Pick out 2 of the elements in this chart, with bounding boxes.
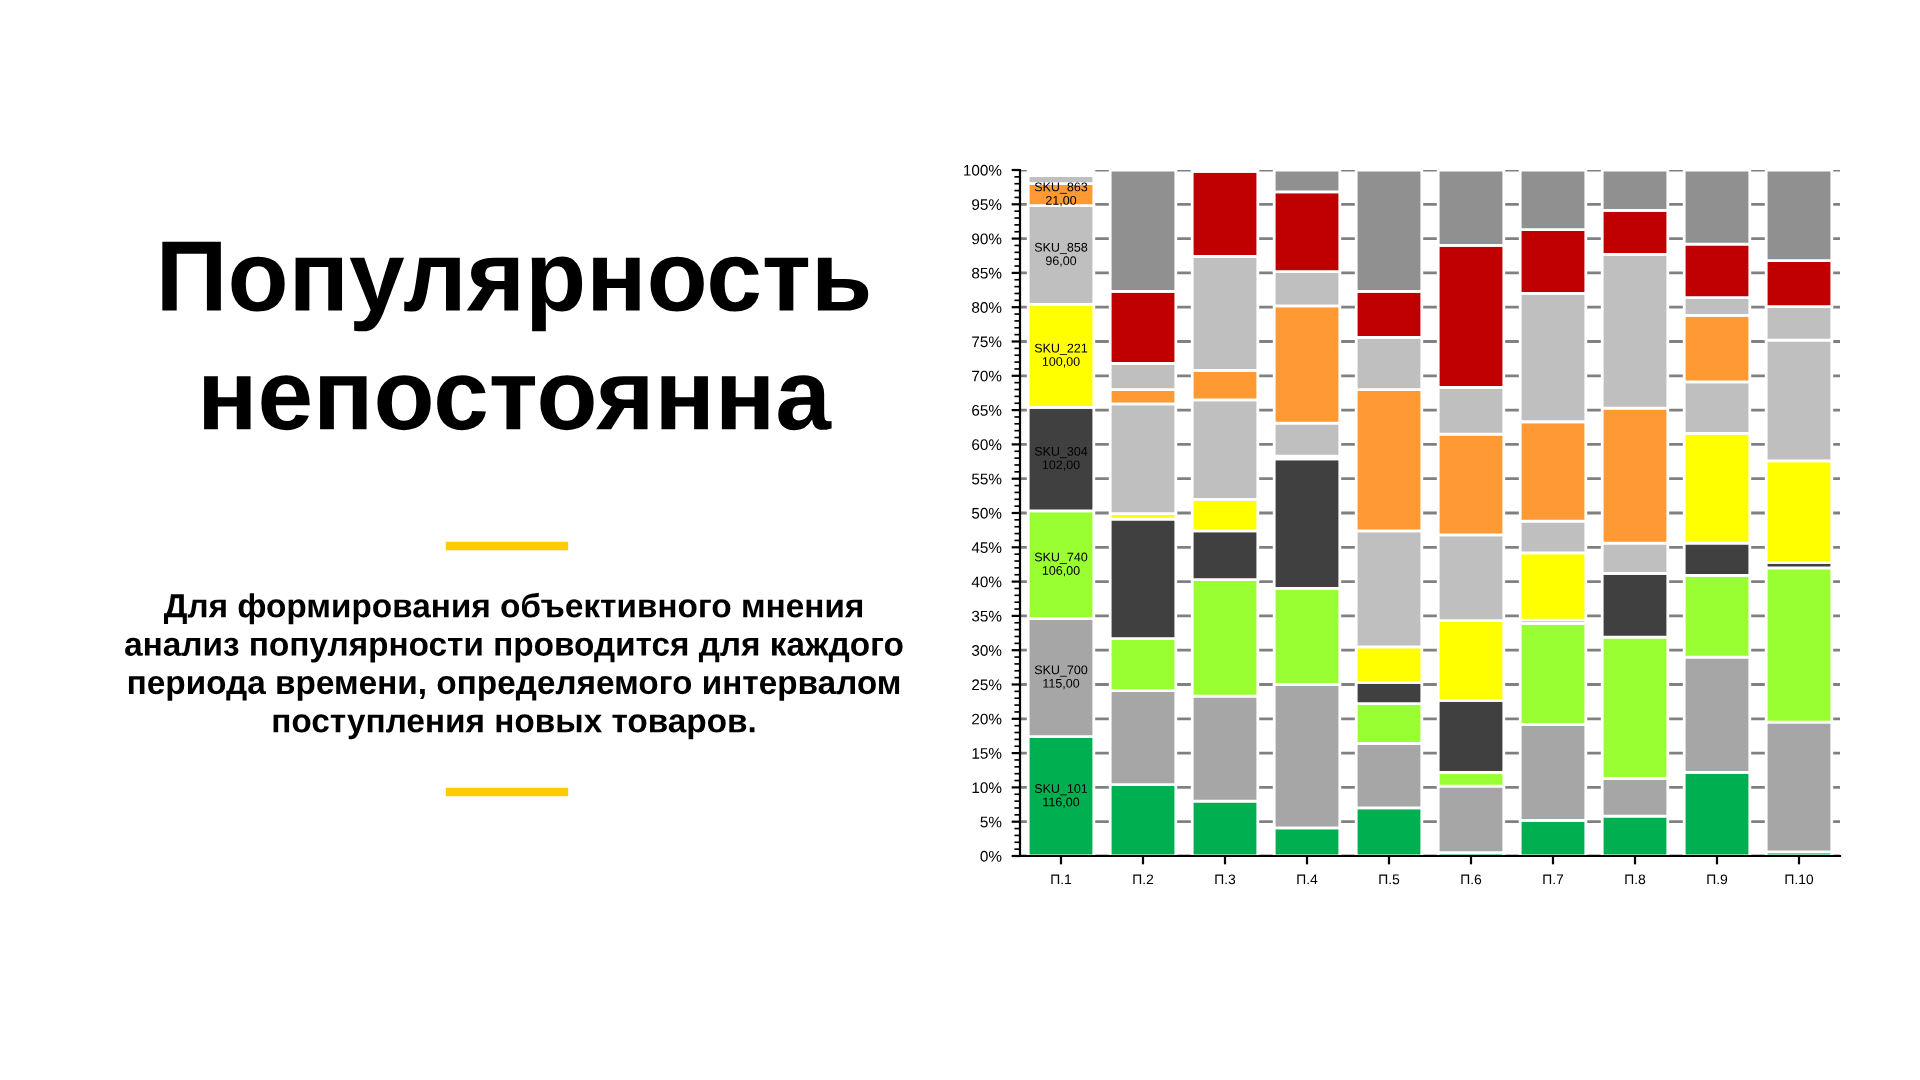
text: Популярность непостоянна — [162, 241, 869, 431]
text: Для формирования объективного мнения анализ популярности проводится для каждого периода времени, определяемого интервалом поступления новых товаров. — [125, 592, 903, 740]
